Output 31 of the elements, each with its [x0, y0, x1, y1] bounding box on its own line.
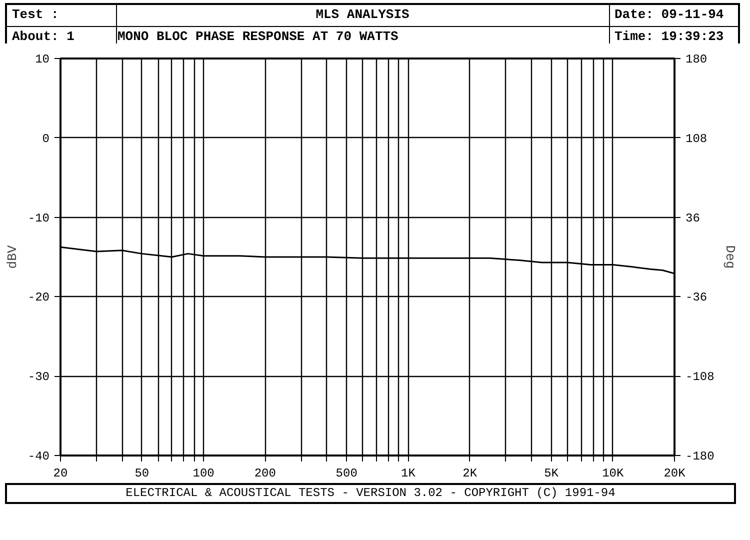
y-tick-label: 10	[35, 52, 50, 66]
y2-tick-label: -108	[686, 370, 714, 384]
y2-tick-label: -36	[686, 290, 708, 305]
y2-axis-title: Deg	[722, 245, 738, 269]
text: Test :	[6, 4, 116, 26]
y-tick-label: -30	[28, 370, 50, 384]
x-tick-label: 10K	[602, 466, 624, 480]
x-tick-label: 5K	[544, 466, 560, 480]
y2-tick-label: 36	[686, 211, 700, 226]
y-axis-title: dBV	[4, 245, 20, 269]
x-tick-label: 20	[53, 466, 68, 480]
y2-tick-label: 180	[686, 52, 708, 66]
text: Time: 19:39:23	[609, 26, 739, 48]
x-tick-label: 20K	[664, 466, 686, 480]
x-tick-label: 100	[192, 466, 214, 480]
y2-tick-label: -180	[686, 450, 714, 464]
x-tick-label: 1K	[401, 466, 416, 480]
x-tick-label: 500	[336, 466, 358, 480]
y-tick-label: -40	[28, 450, 50, 464]
text: ELECTRICAL & ACOUSTICAL TESTS - VERSION 3.02 - COPYRIGHT (C) 1991-94	[5, 483, 736, 504]
y2-tick-label: 108	[686, 132, 708, 146]
chart-subtitle: MONO BLOC PHASE RESPONSE AT 70 WATTS	[116, 26, 609, 48]
text: About: 1	[6, 26, 116, 48]
y-tick-label: -10	[28, 211, 50, 226]
chart-title: MLS ANALYSIS	[116, 4, 609, 26]
y-tick-label: -20	[28, 290, 50, 305]
x-tick-label: 50	[134, 466, 150, 480]
x-tick-label: 2K	[462, 466, 478, 480]
x-tick-label: 200	[254, 466, 276, 480]
text: Date: 09-11-94	[609, 4, 739, 26]
y-tick-label: 0	[42, 132, 50, 146]
